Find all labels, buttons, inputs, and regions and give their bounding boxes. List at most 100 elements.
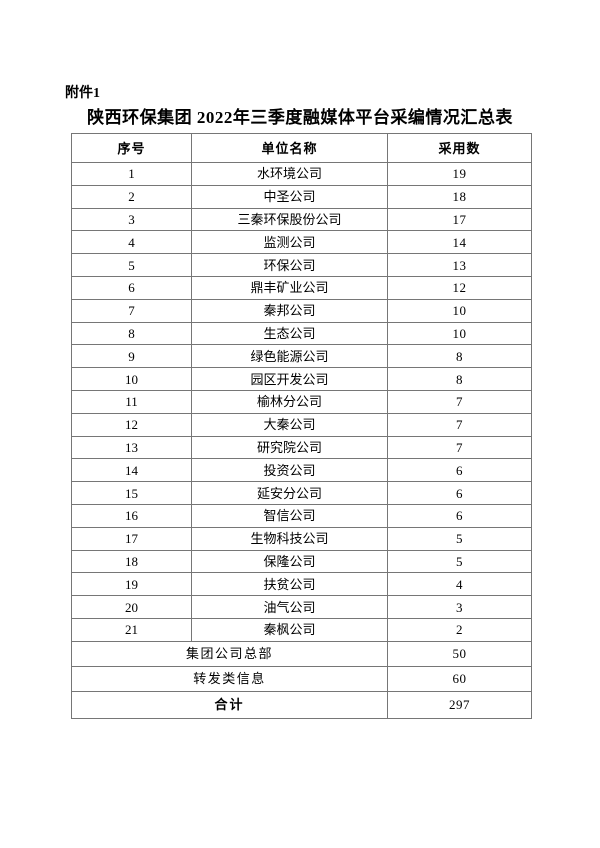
table-row: 3 三秦环保股份公司 17 [71,207,532,232]
table-row-group-hq: 集团公司总部 50 [71,640,532,667]
row-index-cell: 4 [71,230,192,255]
row-index-cell: 12 [71,412,192,437]
row-index-cell: 8 [71,321,192,346]
table-row: 8 生态公司 10 [71,321,532,346]
adopted-count-cell: 6 [387,481,532,505]
table-row: 7 秦邦公司 10 [71,298,532,323]
table-row: 2 中圣公司 18 [71,184,532,209]
adopted-count-cell: 19 [387,162,532,186]
table-row: 17 生物科技公司 5 [71,526,532,551]
unit-name-cell: 秦枫公司 [191,617,388,642]
row-index-cell: 7 [71,298,192,323]
unit-name-cell: 绿色能源公司 [191,344,388,369]
table-row: 20 油气公司 3 [71,595,532,619]
table-row: 19 扶贫公司 4 [71,572,532,597]
row-index-cell: 16 [71,503,192,528]
row-index-cell: 9 [71,344,192,369]
table-row: 14 投资公司 6 [71,458,532,483]
row-index-cell: 5 [71,253,192,277]
unit-name-cell: 榆林分公司 [191,389,388,414]
unit-name-cell: 保隆公司 [191,549,388,574]
unit-name-cell: 生物科技公司 [191,526,388,551]
adopted-count-cell: 7 [387,389,532,414]
adopted-count-cell: 4 [387,572,532,597]
table-row: 6 鼎丰矿业公司 12 [71,275,532,300]
header-cell-index: 序号 [71,133,192,163]
adopted-count-cell: 12 [387,275,532,300]
adopted-count-cell: 2 [387,617,532,642]
adopted-count-cell: 10 [387,321,532,346]
row-index-cell: 13 [71,435,192,460]
unit-name-cell: 环保公司 [191,253,388,277]
table-row: 1 水环境公司 19 [71,162,532,186]
adopted-count-cell: 5 [387,526,532,551]
adopted-count-cell: 18 [387,184,532,209]
unit-name-cell: 中圣公司 [191,184,388,209]
attachment-label: 附件1 [65,86,100,101]
unit-name-cell: 延安分公司 [191,481,388,505]
table-row: 13 研究院公司 7 [71,435,532,460]
adopted-count-cell: 17 [387,207,532,232]
unit-name-cell: 生态公司 [191,321,388,346]
table-row-forwarded-info: 转发类信息 60 [71,665,532,692]
table-row: 16 智信公司 6 [71,503,532,528]
row-index-cell: 6 [71,275,192,300]
unit-name-cell: 大秦公司 [191,412,388,437]
summary-table: 序号 单位名称 采用数 1 水环境公司 19 2 中圣公司 18 3 三秦环保股份公司 17 4 监… [71,133,532,719]
total-count-cell: 297 [387,690,532,719]
table-row: 9 绿色能源公司 8 [71,344,532,369]
table-row: 12 大秦公司 7 [71,412,532,437]
adopted-count-cell: 13 [387,253,532,277]
adopted-count-cell: 6 [387,503,532,528]
merged-label-cell: 集团公司总部 [71,640,388,667]
table-row: 4 监测公司 14 [71,230,532,255]
unit-name-cell: 研究院公司 [191,435,388,460]
adopted-count-cell: 7 [387,435,532,460]
row-index-cell: 3 [71,207,192,232]
unit-name-cell: 投资公司 [191,458,388,483]
table-row: 18 保隆公司 5 [71,549,532,574]
unit-name-cell: 油气公司 [191,595,388,619]
header-cell-unit-name: 单位名称 [191,133,388,163]
row-index-cell: 17 [71,526,192,551]
row-index-cell: 18 [71,549,192,574]
unit-name-cell: 鼎丰矿业公司 [191,275,388,300]
unit-name-cell: 园区开发公司 [191,367,388,391]
table-row: 21 秦枫公司 2 [71,617,532,642]
unit-name-cell: 监测公司 [191,230,388,255]
table-row: 10 园区开发公司 8 [71,367,532,391]
row-index-cell: 15 [71,481,192,505]
table-row: 11 榆林分公司 7 [71,389,532,414]
table-row: 15 延安分公司 6 [71,481,532,505]
row-index-cell: 1 [71,162,192,186]
row-index-cell: 2 [71,184,192,209]
adopted-count-cell: 3 [387,595,532,619]
table-row-total: 合计 297 [71,690,532,719]
table-header-row: 序号 单位名称 采用数 [71,133,532,163]
unit-name-cell: 扶贫公司 [191,572,388,597]
adopted-count-cell: 60 [387,665,532,692]
document-title: 陕西环保集团 2022年三季度融媒体平台采编情况汇总表 [87,108,513,127]
total-label-cell: 合计 [71,690,388,719]
unit-name-cell: 三秦环保股份公司 [191,207,388,232]
adopted-count-cell: 50 [387,640,532,667]
unit-name-cell: 秦邦公司 [191,298,388,323]
table-row: 5 环保公司 13 [71,253,532,277]
adopted-count-cell: 6 [387,458,532,483]
unit-name-cell: 智信公司 [191,503,388,528]
unit-name-cell: 水环境公司 [191,162,388,186]
row-index-cell: 14 [71,458,192,483]
adopted-count-cell: 10 [387,298,532,323]
adopted-count-cell: 8 [387,344,532,369]
adopted-count-cell: 8 [387,367,532,391]
row-index-cell: 20 [71,595,192,619]
adopted-count-cell: 14 [387,230,532,255]
row-index-cell: 19 [71,572,192,597]
merged-label-cell: 转发类信息 [71,665,388,692]
adopted-count-cell: 5 [387,549,532,574]
header-cell-adopted-count: 采用数 [387,133,532,163]
row-index-cell: 11 [71,389,192,414]
row-index-cell: 21 [71,617,192,642]
row-index-cell: 10 [71,367,192,391]
